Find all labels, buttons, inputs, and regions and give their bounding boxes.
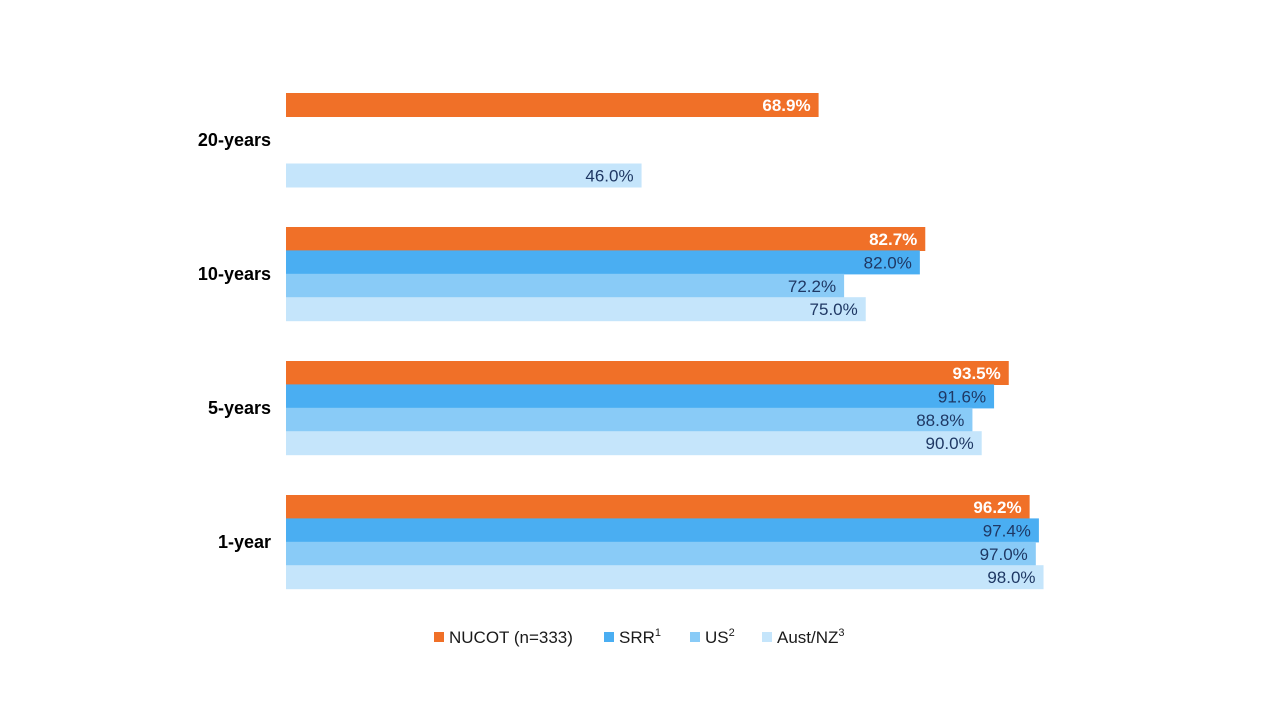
data-label: 46.0% (585, 167, 633, 186)
category-label: 1-year (218, 532, 271, 552)
bar-srr-10-years (286, 250, 920, 275)
legend: NUCOT (n=333) SRR1 US2 Aust/NZ3 (434, 627, 845, 647)
data-label: 68.9% (762, 96, 810, 115)
bar-aust-nz-20-years (286, 163, 642, 188)
category-label: 10-years (198, 264, 271, 284)
bar-srr-1-year (286, 518, 1039, 543)
bars-layer: 68.9% 46.0% 82.7% 82.0% 72.2% 75.0% 93.5% 91.6%… (286, 93, 1044, 590)
legend-swatch (762, 632, 772, 642)
legend-label: NUCOT (n=333) (449, 628, 573, 647)
data-label: 93.5% (953, 364, 1001, 383)
data-label: 75.0% (810, 300, 858, 319)
data-label: 88.8% (916, 411, 964, 430)
data-label: 72.2% (788, 277, 836, 296)
data-label: 97.4% (983, 521, 1031, 540)
bar-us-1-year (286, 541, 1036, 566)
data-label: 82.7% (869, 230, 917, 249)
data-label: 98.0% (987, 568, 1035, 587)
bar-nucot-n-333--1-year (286, 495, 1030, 519)
category-label: 20-years (198, 130, 271, 150)
legend-label: US2 (705, 627, 735, 647)
bar-us-5-years (286, 407, 973, 432)
legend-swatch (434, 632, 444, 642)
bar-us-10-years (286, 273, 845, 298)
bar-aust-nz-1-year (286, 565, 1044, 590)
data-label: 96.2% (973, 498, 1021, 517)
legend-swatch (604, 632, 614, 642)
legend-swatch (690, 632, 700, 642)
legend-label: Aust/NZ3 (777, 627, 845, 647)
data-label: 90.0% (925, 434, 973, 453)
bar-nucot-n-333--20-years (286, 93, 819, 117)
bar-srr-5-years (286, 384, 995, 409)
category-label: 5-years (208, 398, 271, 418)
bar-nucot-n-333--5-years (286, 361, 1009, 385)
bar-aust-nz-5-years (286, 431, 982, 456)
bar-nucot-n-333--10-years (286, 227, 926, 251)
category-labels: 20-years 10-years 5-years 1-year (198, 130, 271, 552)
data-label: 82.0% (864, 253, 912, 272)
data-label: 97.0% (980, 545, 1028, 564)
data-label: 91.6% (938, 387, 986, 406)
bar-aust-nz-10-years (286, 297, 866, 322)
legend-label: SRR1 (619, 627, 661, 647)
